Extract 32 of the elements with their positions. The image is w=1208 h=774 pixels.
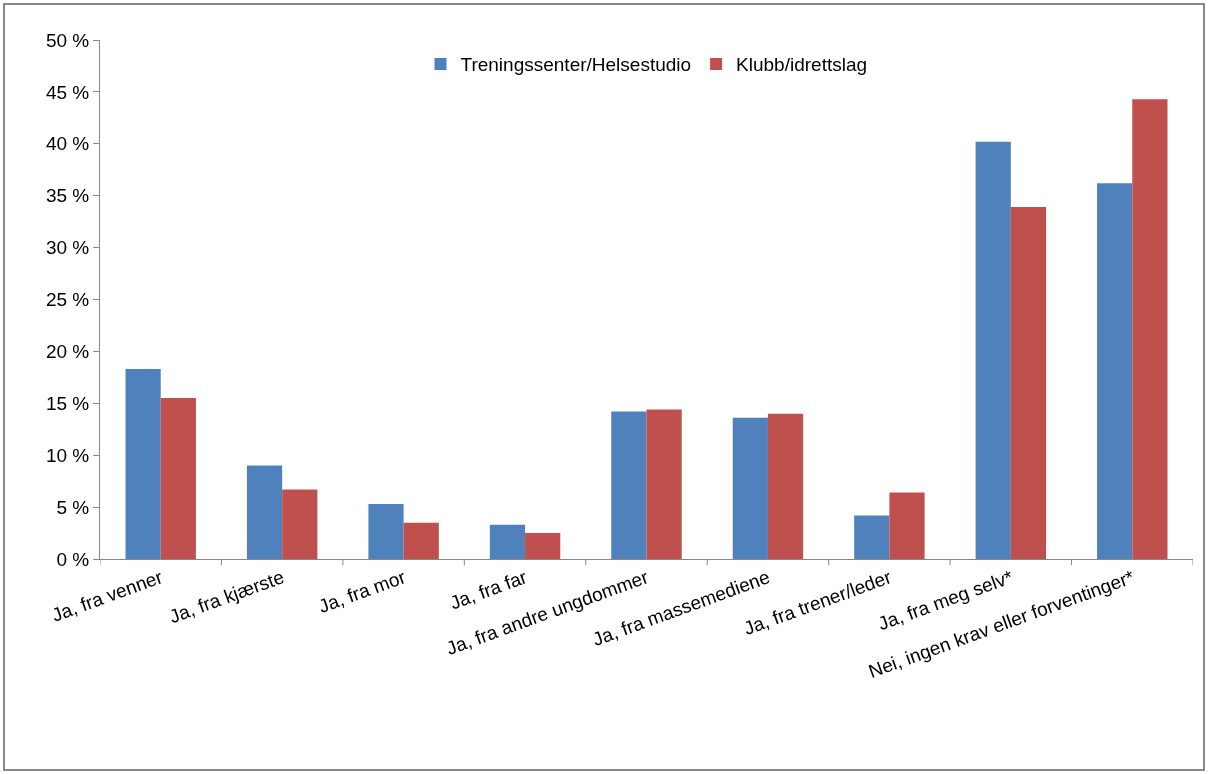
y-tick-label: 25 % [45,289,90,311]
y-tick-label: 10 % [45,444,90,466]
y-tick-label: 5 % [56,496,90,518]
bar [246,465,283,559]
bar [368,503,404,559]
legend-label: Treningssenter/Helsestudio [460,54,692,76]
bar [767,413,804,559]
bar [489,524,526,559]
legend-label: Klubb/idrettslag [736,54,868,76]
x-tick-label: Ja, fra mor [315,566,409,618]
y-tick-label: 50 % [45,29,90,51]
bar [975,141,1011,559]
bar [1010,207,1047,559]
y-tick-label: 20 % [45,341,90,363]
bar [1132,99,1168,559]
bar [403,522,439,559]
bar [1097,183,1133,559]
bar [854,515,890,559]
y-tick-label: 40 % [45,133,90,155]
bar [282,489,318,559]
bar [889,492,925,559]
x-tick-label: Ja, fra kjærste [166,566,287,628]
y-tick-label: 15 % [45,392,90,414]
y-tick-label: 30 % [45,237,90,259]
bar [611,411,647,559]
bar [125,369,161,559]
y-tick-label: 35 % [45,185,90,207]
bar [525,533,561,559]
bar [646,409,682,559]
bar [732,417,768,559]
bar [160,398,196,559]
y-tick-label: 45 % [45,81,90,103]
